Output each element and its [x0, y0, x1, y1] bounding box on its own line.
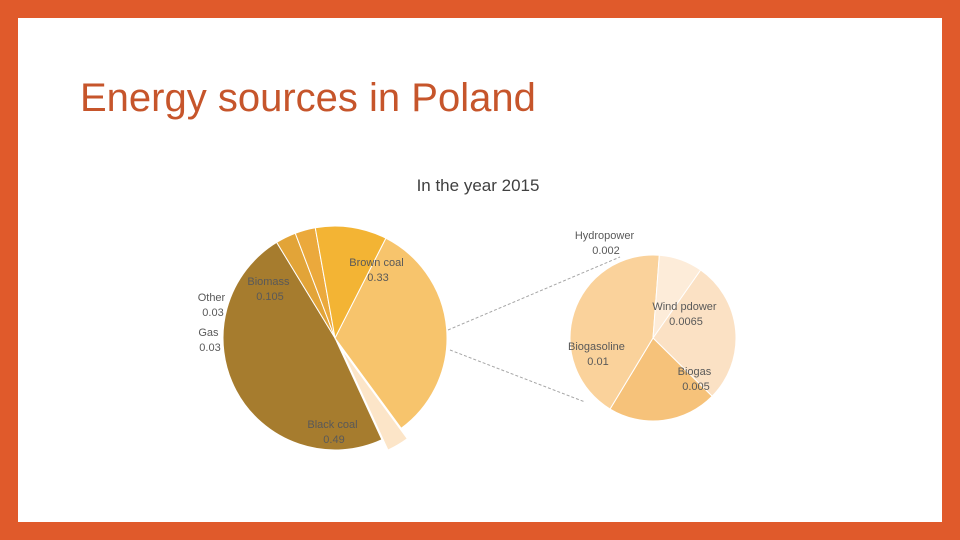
label-brown-coal: Brown coal 0.33 [349, 257, 406, 284]
label-gas: Gas 0.03 [198, 327, 221, 354]
slide [18, 18, 942, 522]
label-biogas: Biogas 0.005 [678, 366, 715, 393]
label-hydropower: Hydropower 0.002 [575, 230, 637, 257]
chart-title: In the year 2015 [417, 176, 540, 195]
secondary-pie [569, 254, 737, 422]
main-pie [222, 225, 448, 451]
label-other: Other 0.03 [198, 292, 229, 319]
pie-slice-biomass [314, 225, 387, 340]
label-wind-power: Wind pdower 0.0065 [652, 301, 719, 328]
pie-slice-wind-power [652, 269, 737, 397]
pie-slice-biogas [609, 337, 713, 422]
pie-slice-brown-coal [334, 237, 448, 430]
pie-slice-biogasoline [569, 254, 660, 410]
connector-line-top [447, 256, 621, 331]
pie-slice-renewables-exploded [340, 348, 409, 451]
label-biomass: Biomass 0.105 [247, 276, 292, 303]
label-biogasoline: Biogasoline 0.01 [568, 341, 628, 368]
pie-slice-black-coal [222, 241, 383, 451]
slide-title: Energy sources in Poland [80, 76, 536, 120]
connector-line-bottom [449, 349, 586, 403]
pie-slice-hydropower [652, 254, 702, 340]
label-black-coal: Black coal 0.49 [307, 419, 360, 446]
